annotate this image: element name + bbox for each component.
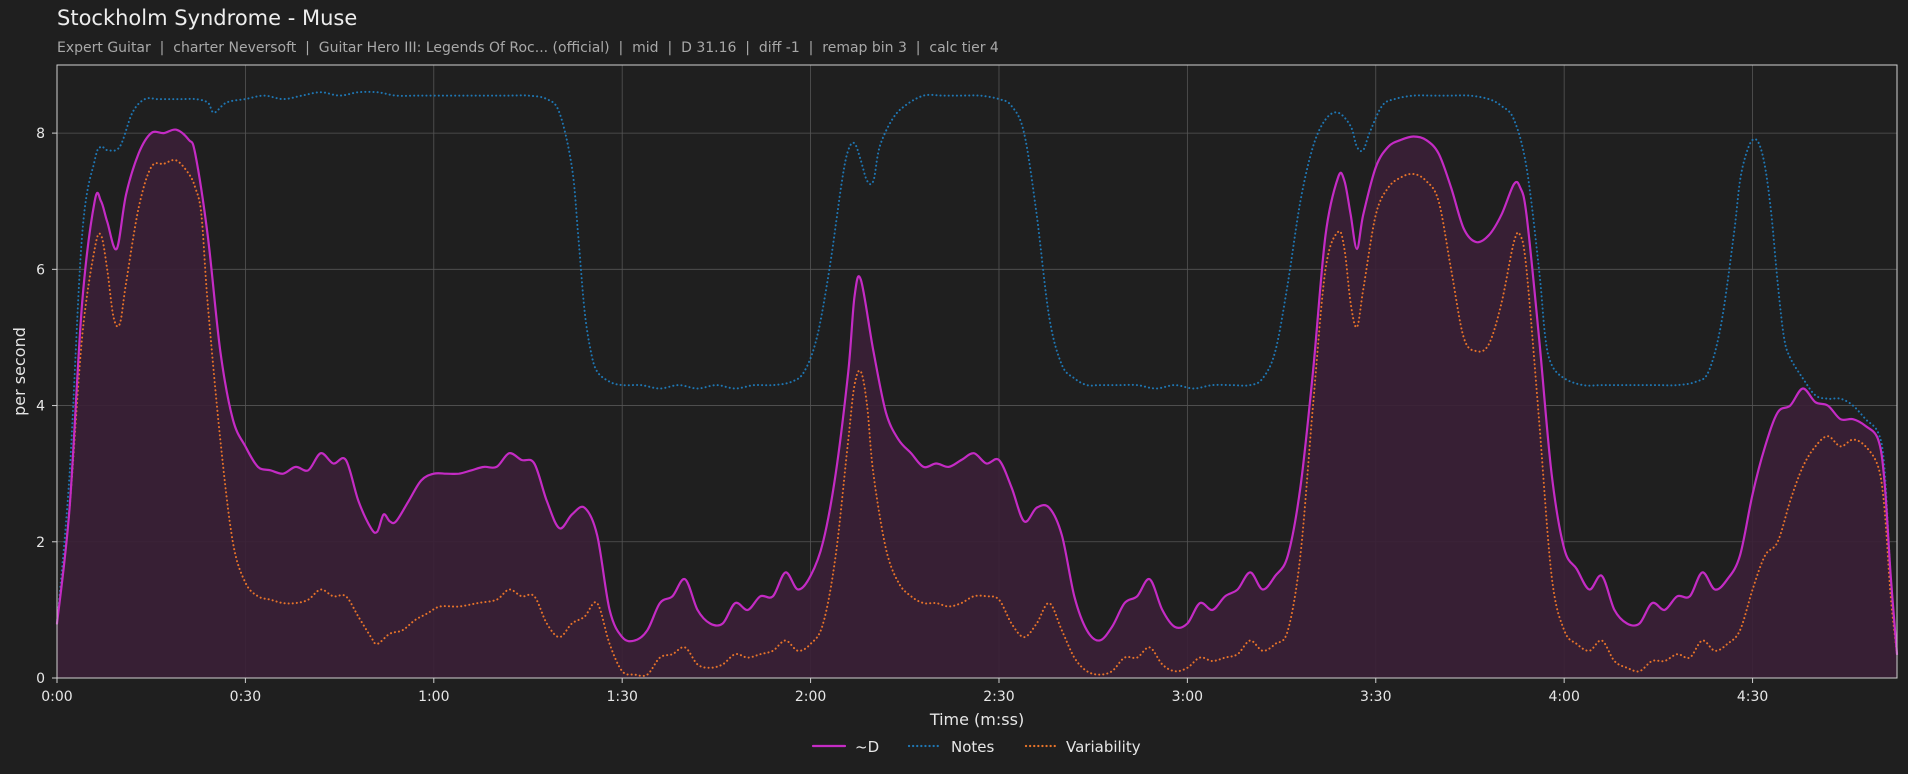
- legend: ~D Notes Variability: [811, 738, 1141, 756]
- y-tick-label: 4: [36, 399, 45, 415]
- series-line-notes: [56, 90, 1898, 656]
- y-tick-label: 0: [36, 671, 45, 687]
- y-tick-label: 2: [36, 535, 45, 551]
- axis-ticks: 0:00 0:30 1:00 1:30 2:00 2:30 3:00 3:30 4:00 4:30…: [36, 126, 1768, 705]
- plot-frame: [56, 64, 1898, 679]
- x-axis-label: Time (m:ss): [929, 710, 1024, 729]
- x-tick-label: 2:00: [795, 689, 826, 705]
- legend-label: ~D: [855, 738, 879, 756]
- chart-subtitle: Expert Guitar | charter Neversoft | Guit…: [57, 40, 999, 56]
- series-layer: [55, 90, 1899, 678]
- x-tick-label: 3:30: [1360, 689, 1391, 705]
- x-tick-label: 0:00: [41, 689, 72, 705]
- series-area-d: [57, 129, 1897, 678]
- y-tick-label: 6: [36, 262, 45, 278]
- x-tick-label: 3:00: [1172, 689, 1203, 705]
- series-line-variability: [56, 159, 1898, 677]
- x-tick-label: 2:30: [983, 689, 1014, 705]
- x-tick-label: 4:00: [1548, 689, 1579, 705]
- legend-label: Notes: [951, 738, 995, 756]
- x-tick-label: 0:30: [230, 689, 261, 705]
- x-tick-label: 1:00: [418, 689, 449, 705]
- series-line-d: [55, 128, 1899, 656]
- x-tick-label: 1:30: [606, 689, 637, 705]
- chart-title: Stockholm Syndrome - Muse: [57, 6, 358, 30]
- y-tick-label: 8: [36, 126, 45, 142]
- y-axis-label: per second: [10, 327, 29, 416]
- x-tick-label: 4:30: [1737, 689, 1768, 705]
- legend-label: Variability: [1066, 738, 1141, 756]
